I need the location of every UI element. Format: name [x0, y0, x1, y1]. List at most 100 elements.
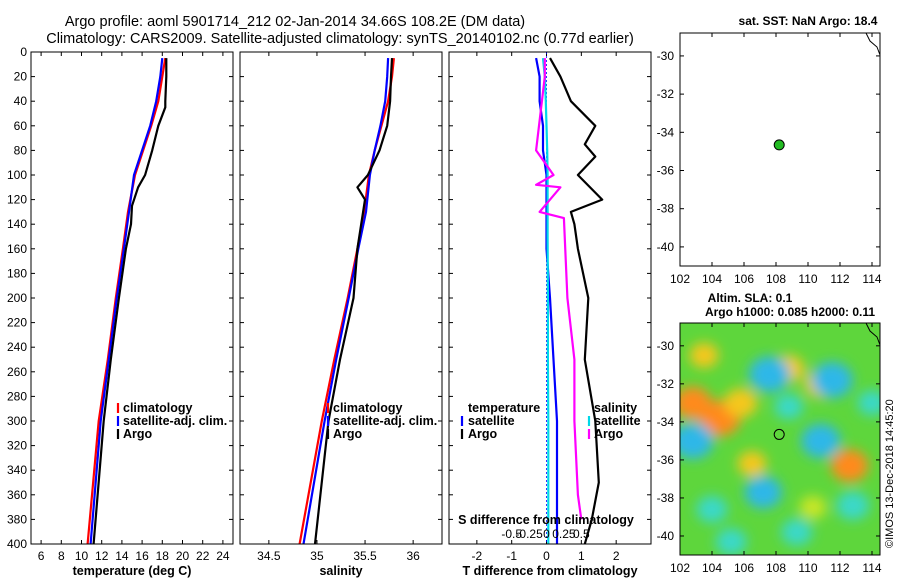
series-line-1	[302, 58, 390, 545]
panel-salinity: 34.5 35 35.5 36 salinity	[239, 51, 443, 578]
x-tick-label: 114	[862, 561, 881, 575]
plot-panels: 0204060801001201401601802002202402602803…	[7, 32, 882, 578]
legend-label: Argo	[123, 427, 153, 441]
x-tick-label: 36	[406, 549, 420, 563]
map-frame	[679, 322, 881, 556]
sla-map-subtitle: Argo h1000: 0.085 h2000: 0.11	[705, 305, 875, 319]
y-tick-label: 160	[7, 242, 27, 256]
x-tick-label: 10	[75, 549, 89, 563]
x-tick-label: -1	[506, 549, 517, 563]
imos-credit: ©IMOS 13-Dec-2018 14:45:20	[884, 399, 896, 548]
plot-frame	[448, 51, 652, 545]
legend-label: climatology	[333, 401, 403, 415]
coastline	[865, 323, 880, 346]
argo-position-marker	[773, 139, 785, 151]
x-tick-label: 35.5	[353, 549, 377, 563]
y-tick-label: 40	[14, 94, 28, 108]
x-tick-label: 18	[156, 549, 170, 563]
x-tick-label: 8	[58, 549, 65, 563]
y-tick-label: 60	[14, 119, 28, 133]
x-tick-label: 104	[702, 561, 722, 575]
sla-anomaly	[774, 394, 804, 420]
y-tick-label: 380	[7, 512, 27, 526]
sla-anomaly	[715, 528, 747, 555]
x-tick-label: 2	[613, 549, 620, 563]
plot-frame	[239, 51, 443, 545]
sla-anomaly	[737, 451, 767, 477]
legend-temperature-header: temperature	[468, 401, 540, 415]
x-tick-label: 106	[734, 272, 754, 286]
s-tick-label: 0	[543, 527, 550, 541]
legend-label: Argo	[594, 427, 624, 441]
s-diff-label: S difference from climatology	[458, 513, 634, 527]
series-line-3	[534, 58, 583, 520]
legend-label: satellite-adj. clim.	[333, 414, 437, 428]
x-tick-label: 106	[734, 561, 754, 575]
sla-anomaly	[748, 356, 791, 393]
argo-position-marker	[773, 428, 785, 440]
series-line-0	[535, 57, 559, 544]
sla-anomaly	[744, 476, 782, 509]
title-line-1: Argo profile: aoml 5901714_212 02-Jan-20…	[65, 14, 525, 30]
sla-field	[680, 323, 880, 555]
series-line-1	[89, 57, 164, 545]
y-tick-label: 20	[14, 70, 28, 84]
sla-anomaly	[811, 362, 853, 399]
y-tick-label: 360	[7, 488, 27, 502]
s-tick-label: 0.5	[573, 527, 590, 541]
y-tick-label: -34	[657, 125, 675, 139]
y-tick-label: 140	[7, 217, 27, 231]
sst-map-title: sat. SST: NaN Argo: 18.4	[739, 14, 878, 28]
legend-label: Argo	[468, 427, 498, 441]
x-tick-label: 20	[176, 549, 190, 563]
x-tick-label: 110	[798, 561, 817, 575]
y-tick-label: -38	[657, 202, 675, 216]
s-tick-label: 0.25	[552, 527, 576, 541]
sla-anomaly	[836, 491, 870, 520]
sla-anomaly	[680, 422, 714, 459]
coastline	[865, 33, 880, 56]
x-tick-label: 16	[135, 549, 149, 563]
sla-anomaly	[781, 518, 813, 546]
y-tick-label: 120	[7, 193, 27, 207]
panel-temperature: 0 20 40 60 80 100 120 140 160 180 200 220 240 260 280 3…	[7, 45, 234, 578]
sla-map-title: Altim. SLA: 0.1	[708, 291, 793, 305]
series-line-2	[313, 58, 394, 545]
x-tick-label: 108	[766, 272, 786, 286]
sla-anomaly	[857, 390, 880, 416]
x-axis-label: salinity	[319, 564, 362, 578]
sla-anomaly	[680, 386, 712, 420]
map-sst_map: 102 104 106 108 110 112 114 -30 -32 -34 -36 -38 -40	[657, 32, 882, 286]
y-tick-label: -32	[657, 377, 675, 391]
y-tick-label: 320	[7, 439, 27, 453]
sla-anomaly	[724, 388, 758, 418]
y-tick-label: 300	[7, 414, 27, 428]
series-line-1	[549, 57, 604, 545]
y-tick-label: 340	[7, 463, 27, 477]
x-tick-label: 24	[216, 549, 230, 563]
y-tick-label: -36	[657, 453, 675, 467]
y-tick-label: 100	[7, 168, 27, 182]
y-tick-label: -40	[657, 529, 675, 543]
y-tick-label: 280	[7, 389, 27, 403]
x-tick-label: 114	[862, 272, 881, 286]
legend-difference: temperaturesatelliteArgosalinitysatellit…	[458, 401, 640, 541]
x-axis-label: temperature (deg C)	[73, 564, 192, 578]
legend-salinity-header: salinity	[594, 401, 637, 415]
y-tick-label: 260	[7, 365, 27, 379]
legend-label: climatology	[123, 401, 193, 415]
x-tick-label: 22	[196, 549, 210, 563]
y-tick-label: -40	[657, 240, 675, 254]
series-line-2	[541, 57, 550, 544]
sla-anomaly	[801, 423, 841, 459]
series-line-2	[92, 58, 168, 545]
y-tick-label: -32	[657, 87, 675, 101]
legend-label: satellite-adj. clim.	[123, 414, 227, 428]
x-tick-label: 102	[670, 272, 690, 286]
title-line-2: Climatology: CARS2009. Satellite-adjuste…	[46, 31, 634, 47]
y-tick-label: 0	[20, 45, 27, 59]
map-frame	[679, 32, 881, 267]
